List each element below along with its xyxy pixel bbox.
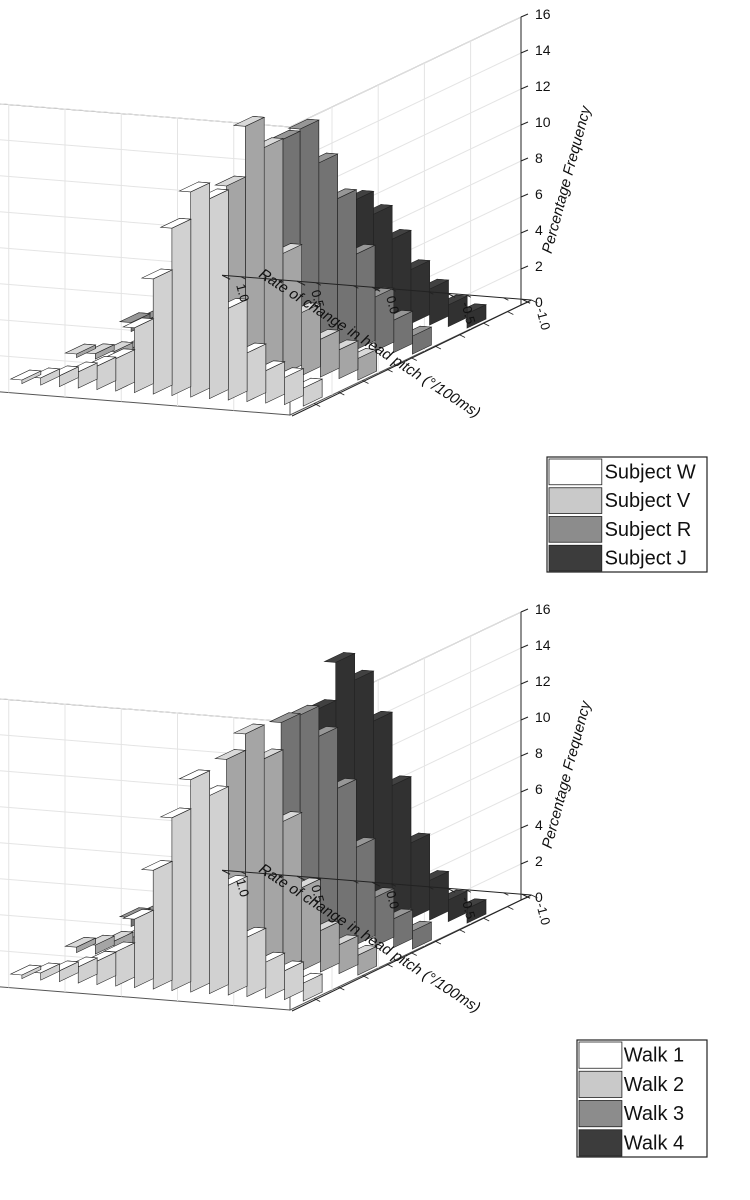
x-tick-label: 0.0	[383, 294, 402, 315]
legend-swatch	[548, 516, 603, 543]
bar-subject-v-bin-15	[82, 343, 116, 360]
x-tick-label: 0.5	[308, 883, 327, 904]
legend-swatch	[578, 1041, 623, 1069]
z-tick-label: 4	[535, 222, 543, 238]
legend-label: Subject R	[605, 519, 692, 541]
bar-subject-w-bin-2	[272, 367, 305, 406]
bar-walk-2-bin-7	[232, 723, 266, 967]
bar-walk-1-bin-10	[122, 908, 155, 989]
bar-subject-w-bin-7	[178, 181, 211, 398]
x-tick-label: -1.0	[533, 306, 553, 332]
bar-subject-j-bin-5	[379, 229, 413, 323]
legend-swatch	[548, 458, 603, 486]
bar-subject-v-bin-16	[64, 343, 97, 359]
x-tick-label: -1.0	[533, 901, 553, 927]
z-tick-label: 4	[535, 817, 543, 833]
z-tick-label: 8	[535, 150, 543, 166]
legend-label: Subject V	[605, 490, 691, 512]
bar-subject-r-bin-7	[287, 118, 320, 346]
z-tick-label: 12	[535, 78, 551, 94]
bar-subject-r-bin-6	[306, 152, 339, 348]
legend-swatch	[578, 1100, 623, 1128]
x-tick-label: -0.5	[458, 895, 478, 921]
z-tick-label: 14	[535, 637, 551, 653]
bar-subject-w-bin-5	[215, 298, 249, 401]
z-tick-label: 10	[535, 114, 551, 130]
legend: Subject W Subject V Subject R Subject J	[546, 456, 708, 573]
legend-label: Subject W	[605, 461, 696, 483]
bar-walk-4-bin-3	[417, 870, 450, 921]
bar-walk-1-bin-6	[197, 785, 230, 995]
bar-walk-1-bin-12	[84, 950, 117, 986]
legend-label: Subject J	[605, 548, 687, 570]
z-tick-label: 0	[535, 889, 543, 905]
bar-subject-w-bin-4	[234, 342, 267, 403]
bar-walk-2-bin-6	[251, 748, 285, 969]
bar-walk-1-bin-3	[253, 951, 286, 999]
bar-subject-r-bin-2	[381, 309, 414, 354]
legend-swatch	[548, 487, 603, 514]
z-tick-label: 8	[535, 745, 543, 761]
bar-subject-w-bin-1	[290, 377, 324, 407]
legend-swatch	[548, 544, 603, 572]
bar-subject-v-bin-1	[345, 348, 378, 381]
bars	[9, 116, 488, 407]
bar-subject-v-bin-7	[232, 116, 266, 372]
bar-walk-2-bin-16	[64, 936, 97, 954]
bar-subject-w-bin-16	[9, 369, 42, 385]
legend-label: Walk 2	[624, 1074, 684, 1096]
bar-subject-r-bin-4	[343, 243, 377, 351]
bar-subject-w-bin-10	[122, 317, 155, 394]
x-tick-label: 1.0	[233, 877, 252, 898]
bar-subject-w-bin-9	[140, 268, 174, 395]
bar-walk-1-bin-13	[65, 956, 99, 984]
legend: Walk 1 Walk 2 Walk 3 Walk 4	[576, 1039, 708, 1158]
bar-walk-1-bin-9	[140, 860, 174, 990]
z-tick-label: 6	[535, 781, 543, 797]
bar-walk-3-bin-4	[343, 837, 377, 946]
z-tick-label: 2	[535, 258, 543, 274]
bar-subject-v-bin-3	[307, 329, 341, 378]
x-tick-label: 1.0	[233, 282, 252, 303]
z-tick-label: 14	[535, 42, 551, 58]
bar-walk-4-bin-1	[454, 898, 488, 924]
legend-swatch	[578, 1129, 623, 1157]
legend-swatch	[578, 1070, 623, 1098]
x-axis-line	[222, 869, 532, 896]
bar-walk-1-bin-7	[178, 769, 211, 993]
z-tick-label: 12	[535, 673, 551, 689]
z-tick-label: 10	[535, 709, 551, 725]
x-tick-label: 0.5	[308, 288, 327, 309]
bar-subject-w-bin-11	[103, 348, 136, 392]
bar-subject-j-bin-4	[398, 259, 431, 325]
bar-walk-2-bin-4	[289, 877, 322, 972]
bars	[9, 652, 488, 1002]
bar-subject-v-bin-5	[270, 243, 303, 375]
x-axis-line	[222, 274, 532, 301]
z-tick-label: 2	[535, 853, 543, 869]
z-tick-label: 16	[535, 6, 551, 22]
z-tick-label: 16	[535, 601, 551, 617]
legend-label: Walk 1	[624, 1045, 684, 1067]
bar-walk-1-bin-16	[9, 964, 42, 980]
legend-label: Walk 4	[624, 1132, 684, 1154]
z-tick-label: 0	[535, 294, 543, 310]
legend-label: Walk 3	[624, 1103, 684, 1125]
bar-subject-v-bin-6	[251, 137, 285, 374]
bar-walk-1-bin-8	[159, 807, 192, 992]
x-tick-label: -0.5	[458, 300, 478, 326]
x-tick-label: 0.0	[383, 889, 402, 910]
bar-walk-1-bin-5	[215, 875, 249, 996]
z-tick-label: 6	[535, 186, 543, 202]
